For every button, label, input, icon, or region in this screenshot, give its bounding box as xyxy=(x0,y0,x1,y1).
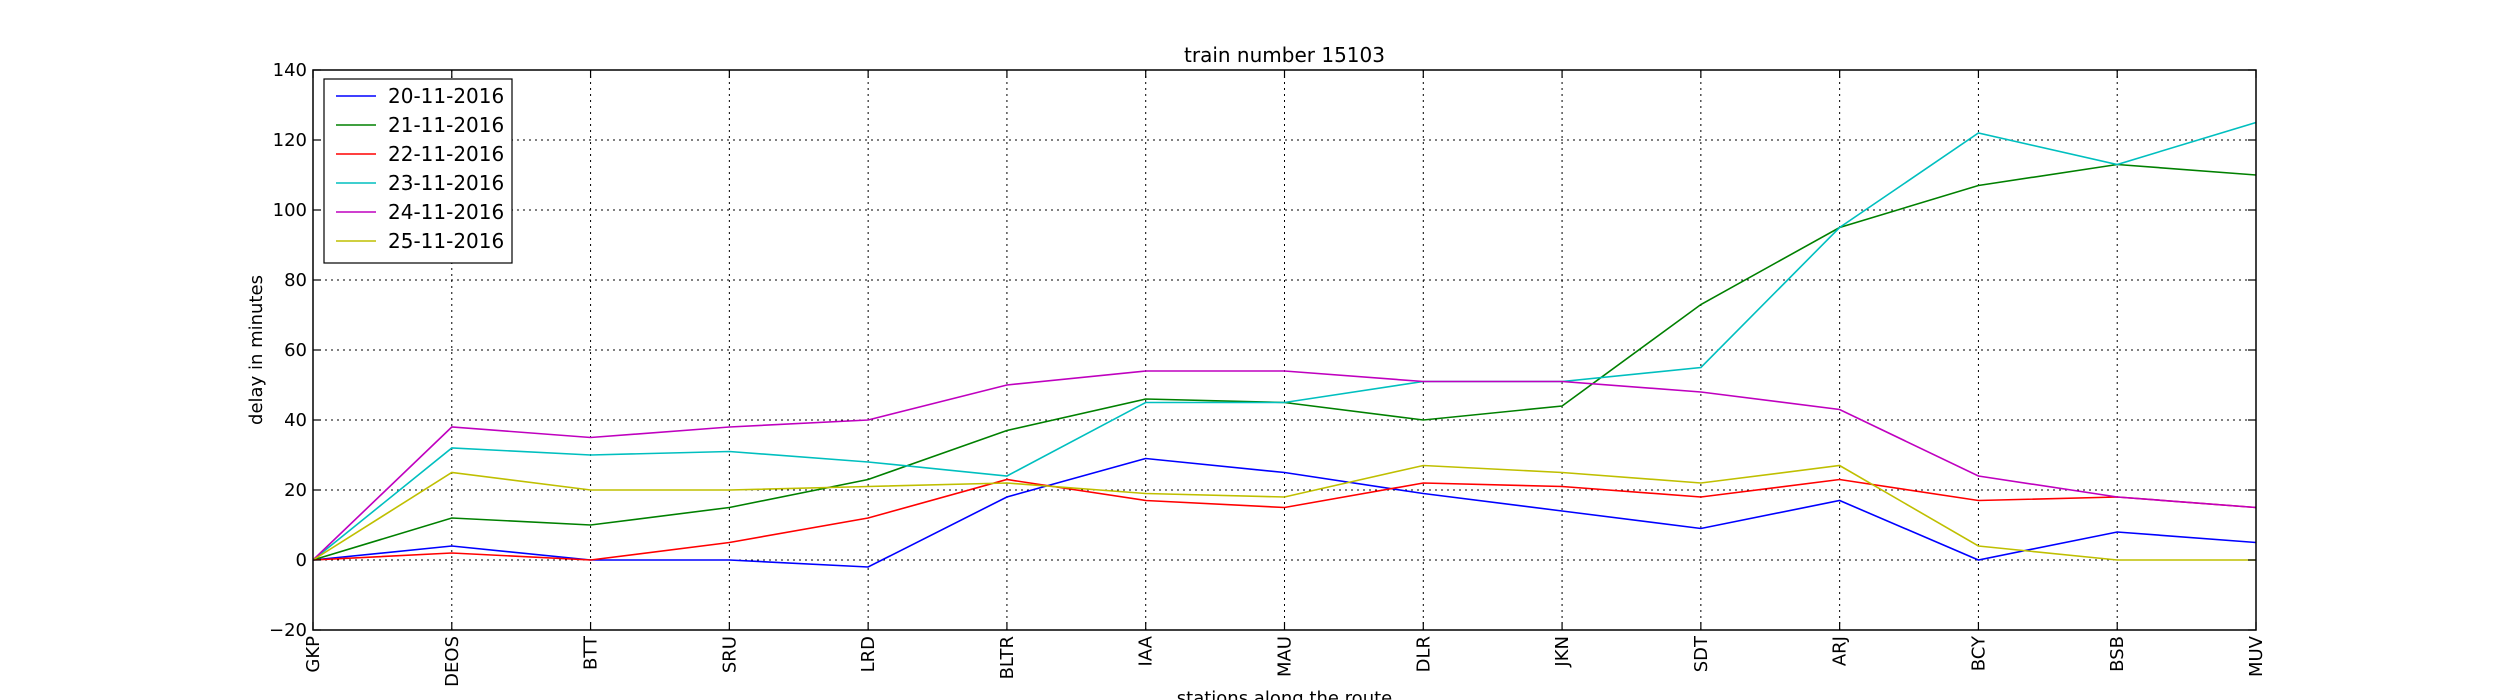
series-line-24-11-2016 xyxy=(312,370,2257,561)
legend-label: 20-11-2016 xyxy=(388,84,504,108)
legend-label: 25-11-2016 xyxy=(388,229,504,253)
x-tick-label: DLR xyxy=(1413,636,1434,672)
series-line-23-11-2016 xyxy=(312,121,2257,561)
x-tick-label: LRD xyxy=(858,636,879,672)
y-tick-label: 60 xyxy=(284,340,307,361)
x-tick-label: BCY xyxy=(1968,635,1989,671)
legend-label: 23-11-2016 xyxy=(388,171,504,195)
x-tick-label: MAU xyxy=(1275,636,1296,677)
x-axis-label: stations along the route xyxy=(1177,688,1392,700)
x-tick-label: BTT xyxy=(581,635,602,670)
x-tick-label: IAA xyxy=(1136,635,1157,666)
y-tick-label: 40 xyxy=(284,410,307,431)
legend-box xyxy=(323,78,513,264)
x-tick-label: BLTR xyxy=(997,636,1018,679)
x-tick-label: BSB xyxy=(2107,636,2128,672)
legend-label: 22-11-2016 xyxy=(388,142,504,166)
legend-label: 24-11-2016 xyxy=(388,200,504,224)
grid xyxy=(312,69,2257,631)
y-tick-label: 140 xyxy=(273,60,307,81)
x-tick-label: JKN xyxy=(1552,636,1573,668)
legend-label: 21-11-2016 xyxy=(388,113,504,137)
series-line-25-11-2016 xyxy=(312,464,2256,561)
y-tick-label: 20 xyxy=(284,480,307,501)
y-tick-label: 120 xyxy=(273,130,307,151)
x-tick-label: MUV xyxy=(2246,635,2267,677)
y-tick-label: 0 xyxy=(296,550,307,571)
x-tick-label: SDT xyxy=(1691,635,1712,672)
axis-ticks: −20 0 20 40 60 80 100 120 140 GKP DEOS BTT SRU LRD BLT… xyxy=(269,60,2267,687)
series-lines xyxy=(312,121,2257,568)
x-tick-label: SRU xyxy=(719,636,740,673)
y-tick-label: −20 xyxy=(269,620,307,641)
series-line-21-11-2016 xyxy=(312,163,2257,561)
y-tick-label: 100 xyxy=(273,200,307,221)
x-tick-label: GKP xyxy=(303,636,324,673)
chart-title: train number 15103 xyxy=(1184,43,1385,67)
x-tick-label: ARJ xyxy=(1830,636,1851,666)
y-tick-label: 80 xyxy=(284,270,307,291)
series-line-22-11-2016 xyxy=(312,478,2257,561)
y-axis-label: delay in minutes xyxy=(246,275,267,425)
x-tick-label: DEOS xyxy=(442,636,463,687)
legend: 20-11-2016 21-11-2016 22-11-2016 23-11-2016… xyxy=(323,78,513,264)
series-line-20-11-2016 xyxy=(312,457,2257,568)
